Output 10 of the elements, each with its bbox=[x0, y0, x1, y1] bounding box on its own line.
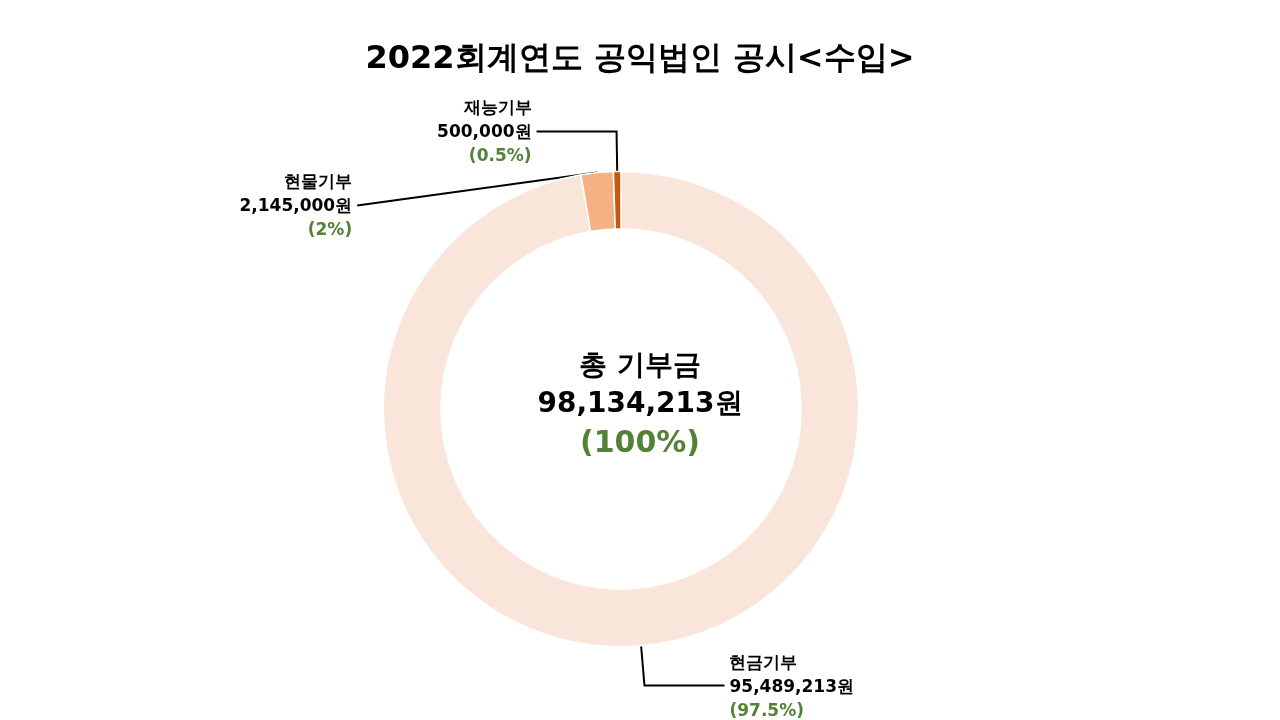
data-label: 95,489,213원 (97.5%) bbox=[729, 675, 855, 720]
slice-label: 현금기부 bbox=[729, 651, 798, 672]
data-label: 2,145,000원 (2%) bbox=[239, 195, 353, 240]
chart-title: 2022회계연도 공익법인 공시<수입> bbox=[365, 38, 915, 76]
slice-label: 현물기부 bbox=[284, 171, 353, 192]
data-label: 500,000원 (0.5%) bbox=[437, 121, 532, 166]
text: 총 기부금 bbox=[579, 347, 701, 381]
text: 98,134,213원 bbox=[537, 385, 743, 419]
text: (100%) bbox=[579, 423, 701, 459]
slice-label: 재능기부 bbox=[462, 97, 532, 118]
